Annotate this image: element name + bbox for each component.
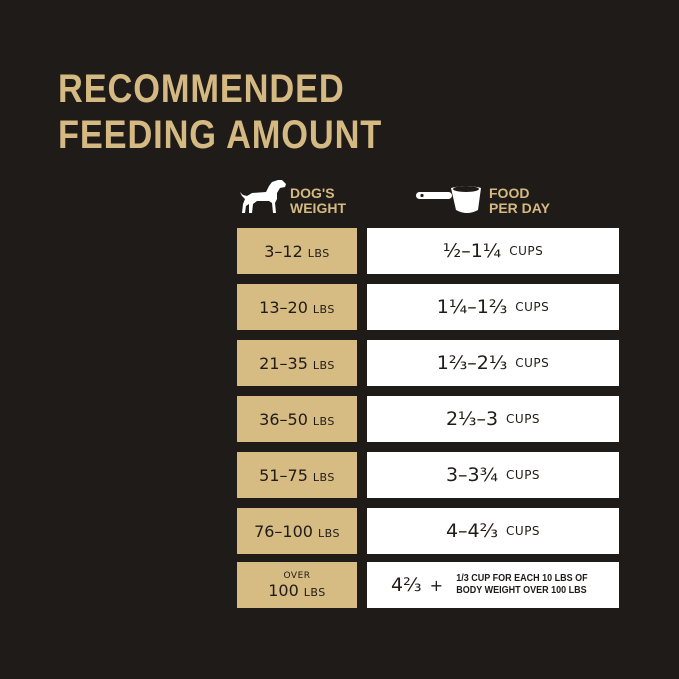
food-cell: 3–3¾ CUPS bbox=[367, 452, 619, 498]
food-value: 4–4⅔ bbox=[445, 520, 499, 542]
dog-icon bbox=[240, 180, 286, 213]
food-value: 1¼–1⅔ bbox=[436, 296, 508, 318]
weight-cell: 3–12 LBS bbox=[237, 228, 357, 274]
weight-cell: 13–20 LBS bbox=[237, 284, 357, 330]
food-value: 1⅔–2⅓ bbox=[436, 352, 508, 374]
weight-unit: LBS bbox=[303, 585, 326, 599]
food-header-line1: FOOD bbox=[489, 185, 530, 201]
weight-unit: LBS bbox=[312, 414, 335, 428]
weight-cell: 51–75 LBS bbox=[237, 452, 357, 498]
weight-value: 13–20 bbox=[259, 297, 308, 317]
food-cell: 2⅓–3 CUPS bbox=[367, 396, 619, 442]
food-unit: CUPS bbox=[506, 412, 541, 426]
weight-value: 36–50 bbox=[259, 409, 308, 429]
food-value: ½–1¼ bbox=[442, 240, 502, 262]
weight-value: 3–12 bbox=[264, 241, 303, 261]
food-value: 3–3¾ bbox=[445, 464, 499, 486]
food-value: 4⅔ bbox=[391, 574, 422, 596]
weight-header: DOG'S WEIGHT bbox=[290, 186, 346, 216]
table-row: 3–12 LBS ½–1¼ CUPS bbox=[237, 228, 619, 274]
food-header: FOOD PER DAY bbox=[489, 186, 550, 216]
table-row: 51–75 LBS 3–3¾ CUPS bbox=[237, 452, 619, 498]
weight-prefix: OVER bbox=[283, 570, 311, 581]
weight-unit: LBS bbox=[307, 246, 330, 260]
food-note-line1: 1/3 CUP FOR EACH 10 LBS OF bbox=[456, 573, 588, 584]
title-line-2: FEEDING AMOUNT bbox=[58, 113, 383, 157]
weight-unit: LBS bbox=[312, 358, 335, 372]
weight-unit: LBS bbox=[312, 302, 335, 316]
food-note: 1/3 CUP FOR EACH 10 LBS OF BODY WEIGHT O… bbox=[456, 573, 587, 597]
weight-unit: LBS bbox=[312, 470, 335, 484]
food-unit: CUPS bbox=[506, 468, 541, 482]
weight-value: 100 bbox=[268, 580, 299, 600]
table-row: 21–35 LBS 1⅔–2⅓ CUPS bbox=[237, 340, 619, 386]
measuring-cup-icon bbox=[416, 186, 481, 213]
weight-cell: 76–100 LBS bbox=[237, 508, 357, 554]
table-row: 76–100 LBS 4–4⅔ CUPS bbox=[237, 508, 619, 554]
food-unit: CUPS bbox=[509, 244, 544, 258]
table-row-over-100: OVER 100 LBS 4⅔ + 1/3 CUP FOR EACH 10 LBS… bbox=[237, 562, 619, 608]
weight-value: 76–100 bbox=[254, 521, 313, 541]
food-cell: 4–4⅔ CUPS bbox=[367, 508, 619, 554]
weight-value: 21–35 bbox=[259, 353, 308, 373]
weight-value: 51–75 bbox=[259, 465, 308, 485]
weight-unit: LBS bbox=[317, 526, 340, 540]
table-row: 36–50 LBS 2⅓–3 CUPS bbox=[237, 396, 619, 442]
weight-header-line2: WEIGHT bbox=[290, 200, 346, 216]
weight-cell: 36–50 LBS bbox=[237, 396, 357, 442]
table-row: 13–20 LBS 1¼–1⅔ CUPS bbox=[237, 284, 619, 330]
food-unit: CUPS bbox=[515, 356, 550, 370]
food-cell: 4⅔ + 1/3 CUP FOR EACH 10 LBS OF BODY WEI… bbox=[367, 562, 619, 608]
food-cell: 1⅔–2⅓ CUPS bbox=[367, 340, 619, 386]
plus-sign: + bbox=[429, 575, 443, 595]
food-header-line2: PER DAY bbox=[489, 200, 550, 216]
food-unit: CUPS bbox=[506, 524, 541, 538]
food-value: 2⅓–3 bbox=[445, 408, 499, 430]
weight-header-line1: DOG'S bbox=[290, 185, 335, 201]
food-cell: ½–1¼ CUPS bbox=[367, 228, 619, 274]
food-note-line2: BODY WEIGHT OVER 100 LBS bbox=[456, 585, 587, 596]
weight-cell: OVER 100 LBS bbox=[237, 562, 357, 608]
weight-cell: 21–35 LBS bbox=[237, 340, 357, 386]
title-line-1: RECOMMENDED bbox=[58, 67, 345, 111]
page-title: RECOMMENDED FEEDING AMOUNT bbox=[58, 66, 382, 158]
food-unit: CUPS bbox=[515, 300, 550, 314]
food-cell: 1¼–1⅔ CUPS bbox=[367, 284, 619, 330]
